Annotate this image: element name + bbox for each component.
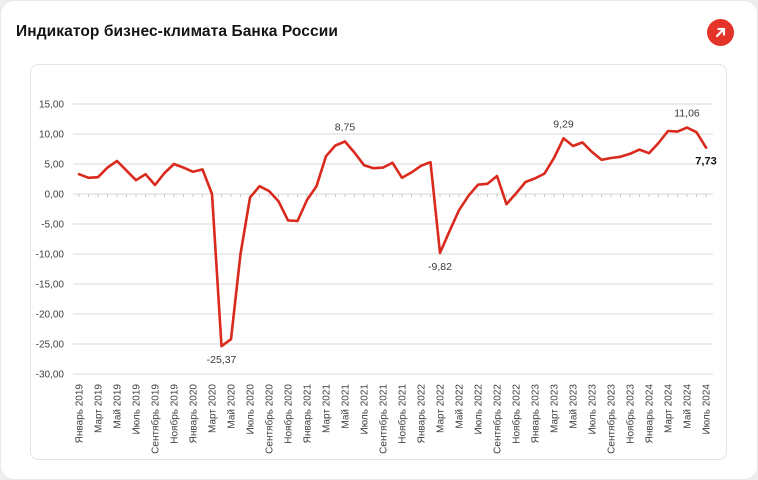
svg-text:Март 2022: Март 2022 <box>436 384 447 433</box>
svg-text:10,00: 10,00 <box>39 130 64 141</box>
svg-text:Ноябрь 2021: Ноябрь 2021 <box>397 384 409 444</box>
card-header: Индикатор бизнес-климата Банка России <box>16 14 742 50</box>
svg-text:Март 2024: Март 2024 <box>664 384 675 433</box>
svg-text:Январь 2022: Январь 2022 <box>417 384 428 444</box>
svg-text:Ноябрь 2022: Ноябрь 2022 <box>511 384 523 444</box>
svg-text:Июль 2019: Июль 2019 <box>132 384 143 435</box>
svg-text:Май 2019: Май 2019 <box>113 384 124 429</box>
svg-text:Январь 2024: Январь 2024 <box>645 384 656 444</box>
svg-text:7,73: 7,73 <box>695 156 716 168</box>
svg-text:0,00: 0,00 <box>45 190 65 201</box>
chart-panel: 15,00 10,00 5,00 0,00 -5,00 -10,00 -15,00 -20,0… <box>30 64 727 460</box>
svg-text:Май 2020: Май 2020 <box>227 384 238 429</box>
svg-text:Январь 2021: Январь 2021 <box>303 384 314 444</box>
svg-text:Июль 2022: Июль 2022 <box>474 384 485 435</box>
svg-text:-9,82: -9,82 <box>428 261 452 273</box>
svg-text:Сентябрь 2020: Сентябрь 2020 <box>264 384 276 454</box>
svg-text:11,06: 11,06 <box>674 108 700 120</box>
svg-text:Март 2019: Март 2019 <box>94 384 105 433</box>
open-details-button[interactable] <box>707 18 734 46</box>
arrow-up-right-icon <box>714 26 727 39</box>
svg-text:9,29: 9,29 <box>553 118 574 130</box>
svg-text:Сентябрь 2022: Сентябрь 2022 <box>492 384 504 454</box>
business-climate-line-chart: 15,00 10,00 5,00 0,00 -5,00 -10,00 -15,00 -20,0… <box>36 100 717 454</box>
svg-text:-25,37: -25,37 <box>207 354 237 366</box>
svg-text:Январь 2020: Январь 2020 <box>189 384 200 444</box>
svg-text:Ноябрь 2019: Ноябрь 2019 <box>169 384 181 444</box>
svg-text:Июль 2023: Июль 2023 <box>588 384 599 435</box>
svg-text:Май 2021: Май 2021 <box>341 384 352 429</box>
svg-text:8,75: 8,75 <box>335 122 356 134</box>
svg-text:Май 2022: Май 2022 <box>455 384 466 429</box>
svg-text:-30,00: -30,00 <box>36 370 65 381</box>
svg-text:Январь 2023: Январь 2023 <box>531 384 542 444</box>
svg-text:Сентябрь 2021: Сентябрь 2021 <box>378 384 390 454</box>
svg-text:15,00: 15,00 <box>39 100 64 111</box>
svg-text:Сентябрь 2019: Сентябрь 2019 <box>150 384 162 454</box>
svg-text:Июль 2024: Июль 2024 <box>702 384 713 435</box>
svg-text:-20,00: -20,00 <box>36 310 65 321</box>
svg-text:Июль 2020: Июль 2020 <box>246 384 257 435</box>
svg-text:Январь 2019: Январь 2019 <box>75 384 86 444</box>
svg-text:Ноябрь 2020: Ноябрь 2020 <box>283 384 295 444</box>
svg-text:-25,00: -25,00 <box>36 340 65 351</box>
svg-text:5,00: 5,00 <box>45 160 65 171</box>
svg-text:Май 2024: Май 2024 <box>683 384 694 429</box>
svg-text:-5,00: -5,00 <box>41 220 64 231</box>
svg-text:Май 2023: Май 2023 <box>569 384 580 429</box>
svg-text:Март 2020: Март 2020 <box>208 384 219 433</box>
svg-text:Март 2023: Март 2023 <box>550 384 561 433</box>
svg-text:Март 2021: Март 2021 <box>322 384 333 433</box>
svg-text:Сентябрь 2023: Сентябрь 2023 <box>606 384 618 454</box>
svg-text:Июль 2021: Июль 2021 <box>360 384 371 435</box>
svg-text:-15,00: -15,00 <box>36 280 65 291</box>
svg-text:Ноябрь 2023: Ноябрь 2023 <box>625 384 637 444</box>
page-title: Индикатор бизнес-климата Банка России <box>16 23 338 40</box>
svg-text:-10,00: -10,00 <box>36 250 65 261</box>
